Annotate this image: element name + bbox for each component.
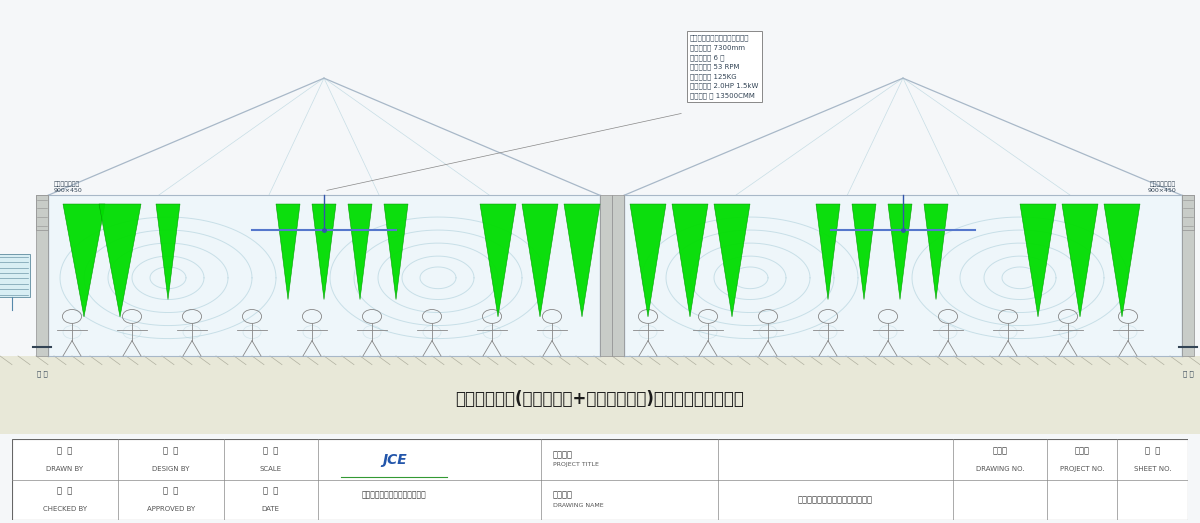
Text: SHEET NO.: SHEET NO.	[1134, 465, 1171, 472]
Bar	[48, 196, 600, 356]
Polygon shape	[522, 204, 558, 317]
Text: 日  期: 日 期	[263, 487, 278, 496]
Text: 绘  图: 绘 图	[58, 446, 72, 455]
Text: PROJECT TITLE: PROJECT TITLE	[553, 462, 599, 467]
Text: 图纸名称: 图纸名称	[553, 491, 572, 499]
Text: DRAWING NAME: DRAWING NAME	[553, 503, 604, 508]
Text: 设  计: 设 计	[163, 446, 179, 455]
Polygon shape	[1104, 204, 1140, 317]
Polygon shape	[888, 204, 912, 300]
Bar	[0, 254, 30, 298]
Polygon shape	[714, 204, 750, 317]
Text: 车间扇机组合(工业大风扇+蜃发式冷风机)通风降温立面示意图: 车间扇机组合(工业大风扇+蜃发式冷风机)通风降温立面示意图	[456, 390, 744, 408]
Text: 工程名称: 工程名称	[553, 450, 572, 459]
Text: 自动排送送风口: 自动排送送风口	[1150, 181, 1176, 187]
Text: PROJECT NO.: PROJECT NO.	[1060, 465, 1104, 472]
Polygon shape	[924, 204, 948, 300]
Text: 「瑞泰风」工业大风扇规格说明
风扇直径： 7300mm
叶片数量： 6 片
风扇转速： 53 RPM
风扇重量： 125KG
风扇功率： 2.0HP 1.5kW: 「瑞泰风」工业大风扇规格说明 风扇直径： 7300mm 叶片数量： 6 片 风扇…	[690, 35, 758, 99]
Polygon shape	[816, 204, 840, 300]
Polygon shape	[348, 204, 372, 300]
Polygon shape	[852, 204, 876, 300]
Text: DRAWN BY: DRAWN BY	[47, 465, 84, 472]
Text: SCALE: SCALE	[259, 465, 282, 472]
Polygon shape	[98, 204, 142, 317]
Text: 自动排送送风口: 自动排送送风口	[54, 181, 80, 187]
Text: 核  准: 核 准	[163, 487, 179, 496]
Polygon shape	[156, 204, 180, 300]
Text: APPROVED BY: APPROVED BY	[146, 506, 194, 512]
Text: 编  号: 编 号	[1145, 446, 1160, 455]
Polygon shape	[1020, 204, 1056, 317]
Text: CHECKED BY: CHECKED BY	[43, 506, 86, 512]
Text: 核  对: 核 对	[58, 487, 72, 496]
Text: 900×450: 900×450	[54, 188, 83, 193]
Text: 图纸号: 图纸号	[992, 446, 1007, 455]
Text: 广东嘉昌通风降温科技有限公司: 广东嘉昌通风降温科技有限公司	[362, 491, 426, 499]
Polygon shape	[312, 204, 336, 300]
Bar	[600, 196, 612, 356]
Text: 业务号: 业务号	[1075, 446, 1090, 455]
Polygon shape	[384, 204, 408, 300]
Polygon shape	[276, 204, 300, 300]
Text: DATE: DATE	[262, 506, 280, 512]
Bar	[1182, 196, 1194, 356]
Text: 窗 户: 窗 户	[1183, 370, 1193, 377]
Text: 900×450: 900×450	[1147, 188, 1176, 193]
Text: DRAWING NO.: DRAWING NO.	[976, 465, 1024, 472]
Bar	[612, 196, 624, 356]
Text: JCE: JCE	[382, 452, 407, 467]
Text: 车间扇机组合通风降温立面示意图: 车间扇机组合通风降温立面示意图	[798, 496, 872, 505]
Text: DESIGN BY: DESIGN BY	[152, 465, 190, 472]
Text: 窗 户: 窗 户	[37, 370, 47, 377]
Polygon shape	[1062, 204, 1098, 317]
Polygon shape	[672, 204, 708, 317]
Bar	[1182, 196, 1194, 230]
Bar	[624, 196, 1182, 356]
Polygon shape	[480, 204, 516, 317]
Bar	[0, 356, 1200, 434]
Bar	[36, 196, 48, 356]
Polygon shape	[564, 204, 600, 317]
Polygon shape	[630, 204, 666, 317]
Text: 比  例: 比 例	[263, 446, 278, 455]
Polygon shape	[64, 204, 106, 317]
Bar	[36, 196, 48, 230]
